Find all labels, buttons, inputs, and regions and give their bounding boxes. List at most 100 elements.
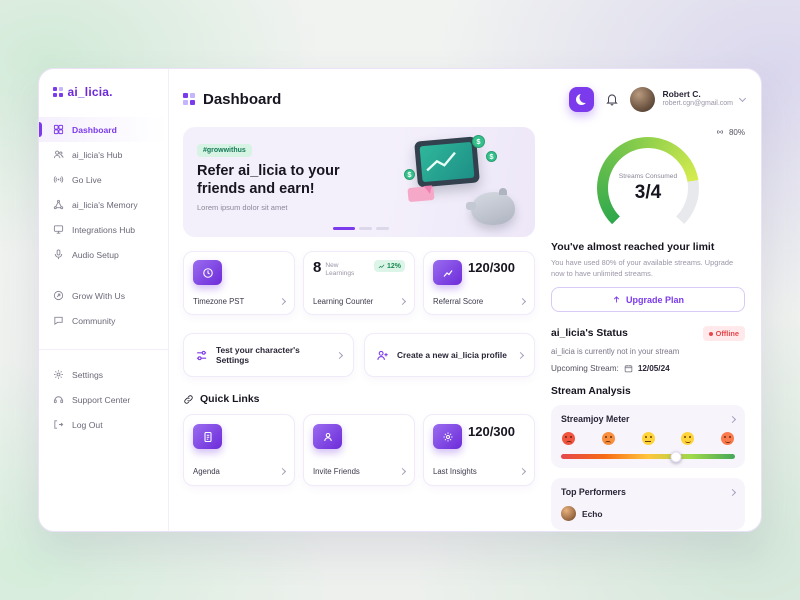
sidebar-item-go-live[interactable]: Go Live xyxy=(39,167,168,192)
timezone-label: Timezone PST xyxy=(193,297,245,306)
gauge-value: 3/4 xyxy=(634,182,662,203)
create-profile-card[interactable]: Create a new ai_licia profile xyxy=(364,333,535,377)
arrow-up-icon xyxy=(613,296,620,303)
learning-value-label: New Learnings xyxy=(325,262,355,277)
sidebar: ai_licia. Dashboard ai_licia's Hub Go Li… xyxy=(39,69,169,531)
test-settings-card[interactable]: Test your character's Settings xyxy=(183,333,354,377)
streamjoy-header[interactable]: Streamjoy Meter xyxy=(561,414,737,424)
moon-icon xyxy=(576,94,587,105)
sidebar-item-label: ai_licia's Hub xyxy=(72,149,123,160)
sidebar-item-hub[interactable]: ai_licia's Hub xyxy=(39,142,168,167)
sidebar-item-label: Go Live xyxy=(72,174,102,185)
dashboard-squares-icon xyxy=(183,93,195,105)
sidebar-item-logout[interactable]: Log Out xyxy=(39,412,168,437)
piggy-bank-graphic xyxy=(466,188,515,225)
chevron-down-icon xyxy=(738,94,747,102)
sidebar-item-dashboard[interactable]: Dashboard xyxy=(39,117,168,142)
user-plus-icon xyxy=(377,350,388,360)
insights-label: Last Insights xyxy=(433,467,477,476)
sidebar-item-grow-with-us[interactable]: Grow With Us xyxy=(39,283,168,308)
sidebar-item-label: ai_licia's Memory xyxy=(72,199,138,210)
network-icon xyxy=(53,199,64,210)
headset-icon xyxy=(53,396,64,404)
sidebar-item-audio[interactable]: Audio Setup xyxy=(39,242,168,267)
referral-banner: #growwithus Refer ai_licia to your frien… xyxy=(183,127,535,237)
joy-slider-thumb[interactable] xyxy=(670,451,682,463)
performer-list-item[interactable]: Echo xyxy=(561,506,735,522)
referral-value: 120/300 xyxy=(468,260,515,275)
angry-face-icon xyxy=(562,432,575,446)
broadcast-icon xyxy=(53,176,64,183)
carousel-dot[interactable] xyxy=(376,227,389,230)
insights-value: 120/300 xyxy=(468,424,515,439)
status-text: ai_licia is currently not in your stream xyxy=(551,347,680,357)
sidebar-item-integrations[interactable]: Integrations Hub xyxy=(39,217,168,242)
status-title: ai_licia's Status xyxy=(551,328,628,340)
last-insights-card[interactable]: 120/300 Last Insights xyxy=(423,414,535,486)
hashtag-badge: #growwithus xyxy=(197,144,252,157)
carousel-dot-active[interactable] xyxy=(333,227,355,230)
sidebar-item-support[interactable]: Support Center xyxy=(39,387,168,412)
user-avatar xyxy=(630,86,656,112)
page-title: Dashboard xyxy=(203,90,282,108)
gauge-text: Streams Consumed 3/4 xyxy=(597,173,699,204)
timezone-card[interactable]: Timezone PST xyxy=(183,251,295,315)
sidebar-item-memory[interactable]: ai_licia's Memory xyxy=(39,192,168,217)
agenda-folder-icon xyxy=(193,424,222,449)
quick-links-row: Agenda Invite Friends xyxy=(183,414,535,486)
performer-avatar xyxy=(561,506,576,522)
sidebar-item-label: Audio Setup xyxy=(72,249,119,260)
clock-folder-icon xyxy=(193,260,222,285)
stat-cards-row: Timezone PST 8 New Learnings 12% xyxy=(183,251,535,315)
top-performers-header[interactable]: Top Performers xyxy=(561,487,737,497)
coin-icon xyxy=(486,151,497,162)
sidebar-item-label: Dashboard xyxy=(72,124,117,135)
sidebar-item-label: Community xyxy=(72,315,116,326)
neutral-face-icon xyxy=(641,432,655,446)
user-meta: Robert C. robert.cgn@gmail.com xyxy=(662,89,733,108)
streamjoy-meter-card: Streamjoy Meter xyxy=(551,405,745,469)
right-panel: 80% Streams Consumed 3/4 You've almost r… xyxy=(551,127,745,531)
compass-icon xyxy=(53,290,64,301)
insights-folder-icon xyxy=(433,424,462,449)
trending-up-icon xyxy=(378,264,385,268)
agenda-card[interactable]: Agenda xyxy=(183,414,295,486)
notifications-button[interactable] xyxy=(605,92,619,106)
upcoming-stream-row: Upcoming Stream: 12/05/24 xyxy=(551,364,745,373)
people-icon xyxy=(53,150,64,159)
signal-icon xyxy=(717,130,723,134)
invite-folder-icon xyxy=(313,424,342,449)
upcoming-date: 12/05/24 xyxy=(637,364,670,374)
user-menu[interactable]: Robert C. robert.cgn@gmail.com xyxy=(630,86,747,112)
monitor-graphic xyxy=(414,136,480,188)
limit-title: You've almost reached your limit xyxy=(551,241,715,253)
status-section-head: ai_licia's Status Offline xyxy=(551,326,745,342)
app-logo: ai_licia. xyxy=(39,85,168,99)
link-icon xyxy=(184,394,193,404)
action-cards-row: Test your character's Settings Create a … xyxy=(183,333,535,377)
sidebar-item-community[interactable]: Community xyxy=(39,308,168,333)
learning-label: Learning Counter xyxy=(313,297,374,306)
chat-bubble-icon xyxy=(54,316,63,326)
learning-counter-card[interactable]: 8 New Learnings 12% Learning Counter xyxy=(303,251,415,315)
carousel-dot[interactable] xyxy=(359,227,372,230)
logout-icon xyxy=(54,420,64,429)
gauge-label: Streams Consumed xyxy=(618,173,678,180)
chevron-right-icon xyxy=(518,297,527,306)
sidebar-item-label: Grow With Us xyxy=(72,290,125,301)
top-bar: Dashboard Robert C. robert.cgn@gmail.com xyxy=(169,69,761,113)
theme-toggle-button[interactable] xyxy=(569,86,595,112)
referral-score-card[interactable]: 120/300 Referral Score xyxy=(423,251,535,315)
limit-text: You have used 80% of your available stre… xyxy=(551,258,734,279)
joy-slider-track[interactable] xyxy=(561,451,735,463)
chevron-right-icon xyxy=(278,297,287,306)
test-settings-label: Test your character's Settings xyxy=(216,345,300,365)
invite-friends-card[interactable]: Invite Friends xyxy=(303,414,415,486)
upgrade-plan-button[interactable]: Upgrade Plan xyxy=(551,287,745,313)
usage-indicator: 80% xyxy=(551,127,745,137)
referral-label: Referral Score xyxy=(433,297,484,306)
sidebar-item-label: Settings xyxy=(72,369,104,380)
sad-face-icon xyxy=(601,432,615,446)
content-area: Dashboard Robert C. robert.cgn@gmail.com xyxy=(169,69,761,531)
sidebar-item-settings[interactable]: Settings xyxy=(39,362,168,387)
